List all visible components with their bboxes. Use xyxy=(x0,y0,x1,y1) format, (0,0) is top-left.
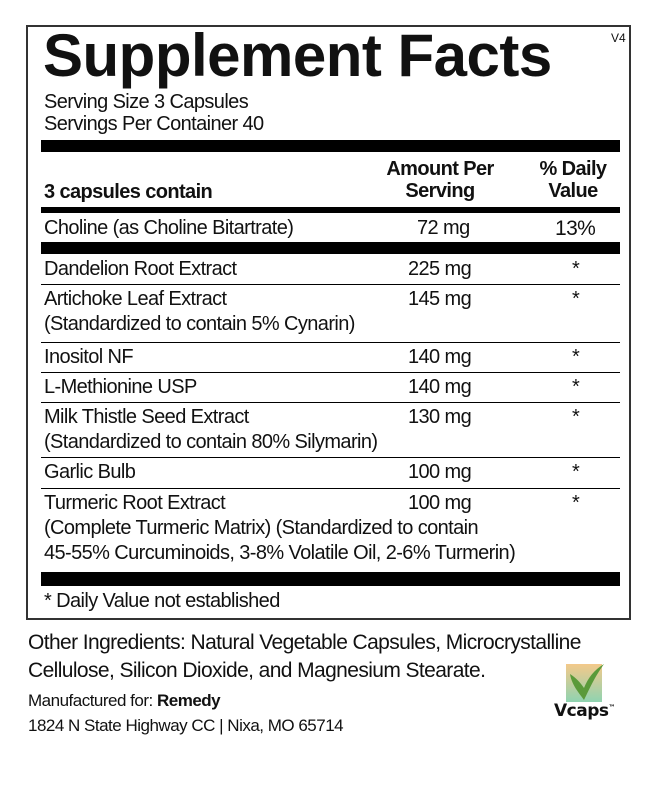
vcaps-logo: Vcaps™ xyxy=(554,660,628,721)
ingredient-amount: 100 mg xyxy=(408,492,472,514)
footnote: * Daily Value not established xyxy=(44,590,280,612)
header-dv: % Daily Value xyxy=(528,158,618,202)
row-divider xyxy=(41,372,620,373)
header-dv-line1: % Daily xyxy=(539,158,608,180)
ingredient-dv: * xyxy=(572,376,580,398)
trademark: ™ xyxy=(608,703,616,712)
ingredient-name: Turmeric Root Extract xyxy=(44,492,226,514)
divider-medium xyxy=(41,207,620,213)
panel-title: Supplement Facts xyxy=(43,22,552,89)
row-divider xyxy=(41,488,620,489)
manufacturer-name: Remedy xyxy=(156,691,221,710)
ingredient-dv: * xyxy=(572,406,580,428)
serving-size: Serving Size 3 Capsules xyxy=(44,91,249,113)
ingredient-dv: * xyxy=(572,258,580,280)
servings-per-container: Servings Per Container 40 xyxy=(44,113,264,135)
header-dv-line2: Value xyxy=(548,180,598,202)
manufacturer-address: 1824 N State Highway CC | Nixa, MO 65714 xyxy=(28,716,344,735)
row-divider xyxy=(41,457,620,458)
ingredient-name: Artichoke Leaf Extract xyxy=(44,288,227,310)
ingredient-name: Inositol NF xyxy=(44,346,134,368)
ingredient-name: L-Methionine USP xyxy=(44,376,197,398)
leaf-icon xyxy=(566,664,604,702)
ingredient-amount: 100 mg xyxy=(408,461,472,483)
divider-thick xyxy=(41,140,620,152)
other-ingredients-line1: Other Ingredients: Natural Vegetable Cap… xyxy=(28,631,581,654)
divider-thick xyxy=(41,242,620,254)
ingredient-dv: * xyxy=(572,492,580,514)
ingredient-detail: (Standardized to contain 5% Cynarin) xyxy=(44,313,355,335)
ingredient-amount: 140 mg xyxy=(408,346,472,368)
vcaps-text: Vcaps xyxy=(554,701,609,721)
header-amount-line1: Amount Per xyxy=(386,158,494,180)
nutrient-dv: 13% xyxy=(555,217,596,240)
other-ingredients-line2: Cellulose, Silicon Dioxide, and Magnesiu… xyxy=(28,659,486,682)
row-divider xyxy=(41,342,620,343)
ingredient-dv: * xyxy=(572,346,580,368)
nutrient-name: Choline (as Choline Bitartrate) xyxy=(44,217,294,239)
row-divider xyxy=(41,284,620,285)
ingredient-dv: * xyxy=(572,461,580,483)
supplement-facts-panel: Supplement Facts V4 Serving Size 3 Capsu… xyxy=(26,22,631,620)
ingredient-detail: (Complete Turmeric Matrix) (Standardized… xyxy=(44,517,479,539)
header-amount-line2: Serving xyxy=(405,180,475,202)
manufacturer-label: Manufactured for: xyxy=(28,691,157,710)
ingredient-amount: 225 mg xyxy=(408,258,472,280)
manufacturer: Manufactured for: Remedy xyxy=(28,691,221,711)
row-divider xyxy=(41,402,620,403)
nutrient-amount: 72 mg xyxy=(417,217,470,239)
ingredient-name: Garlic Bulb xyxy=(44,461,136,483)
header-amount: Amount Per Serving xyxy=(380,158,500,202)
ingredient-amount: 140 mg xyxy=(408,376,472,398)
ingredient-name: Milk Thistle Seed Extract xyxy=(44,406,249,428)
header-contains: 3 capsules contain xyxy=(44,181,213,203)
ingredient-amount: 130 mg xyxy=(408,406,472,428)
ingredient-amount: 145 mg xyxy=(408,288,472,310)
ingredient-detail: (Standardized to contain 80% Silymarin) xyxy=(44,431,378,453)
ingredient-dv: * xyxy=(572,288,580,310)
divider-thick xyxy=(41,572,620,586)
version-label: V4 xyxy=(611,31,626,45)
ingredient-detail: 45-55% Curcuminoids, 3-8% Volatile Oil, … xyxy=(44,542,516,564)
ingredient-name: Dandelion Root Extract xyxy=(44,258,237,280)
